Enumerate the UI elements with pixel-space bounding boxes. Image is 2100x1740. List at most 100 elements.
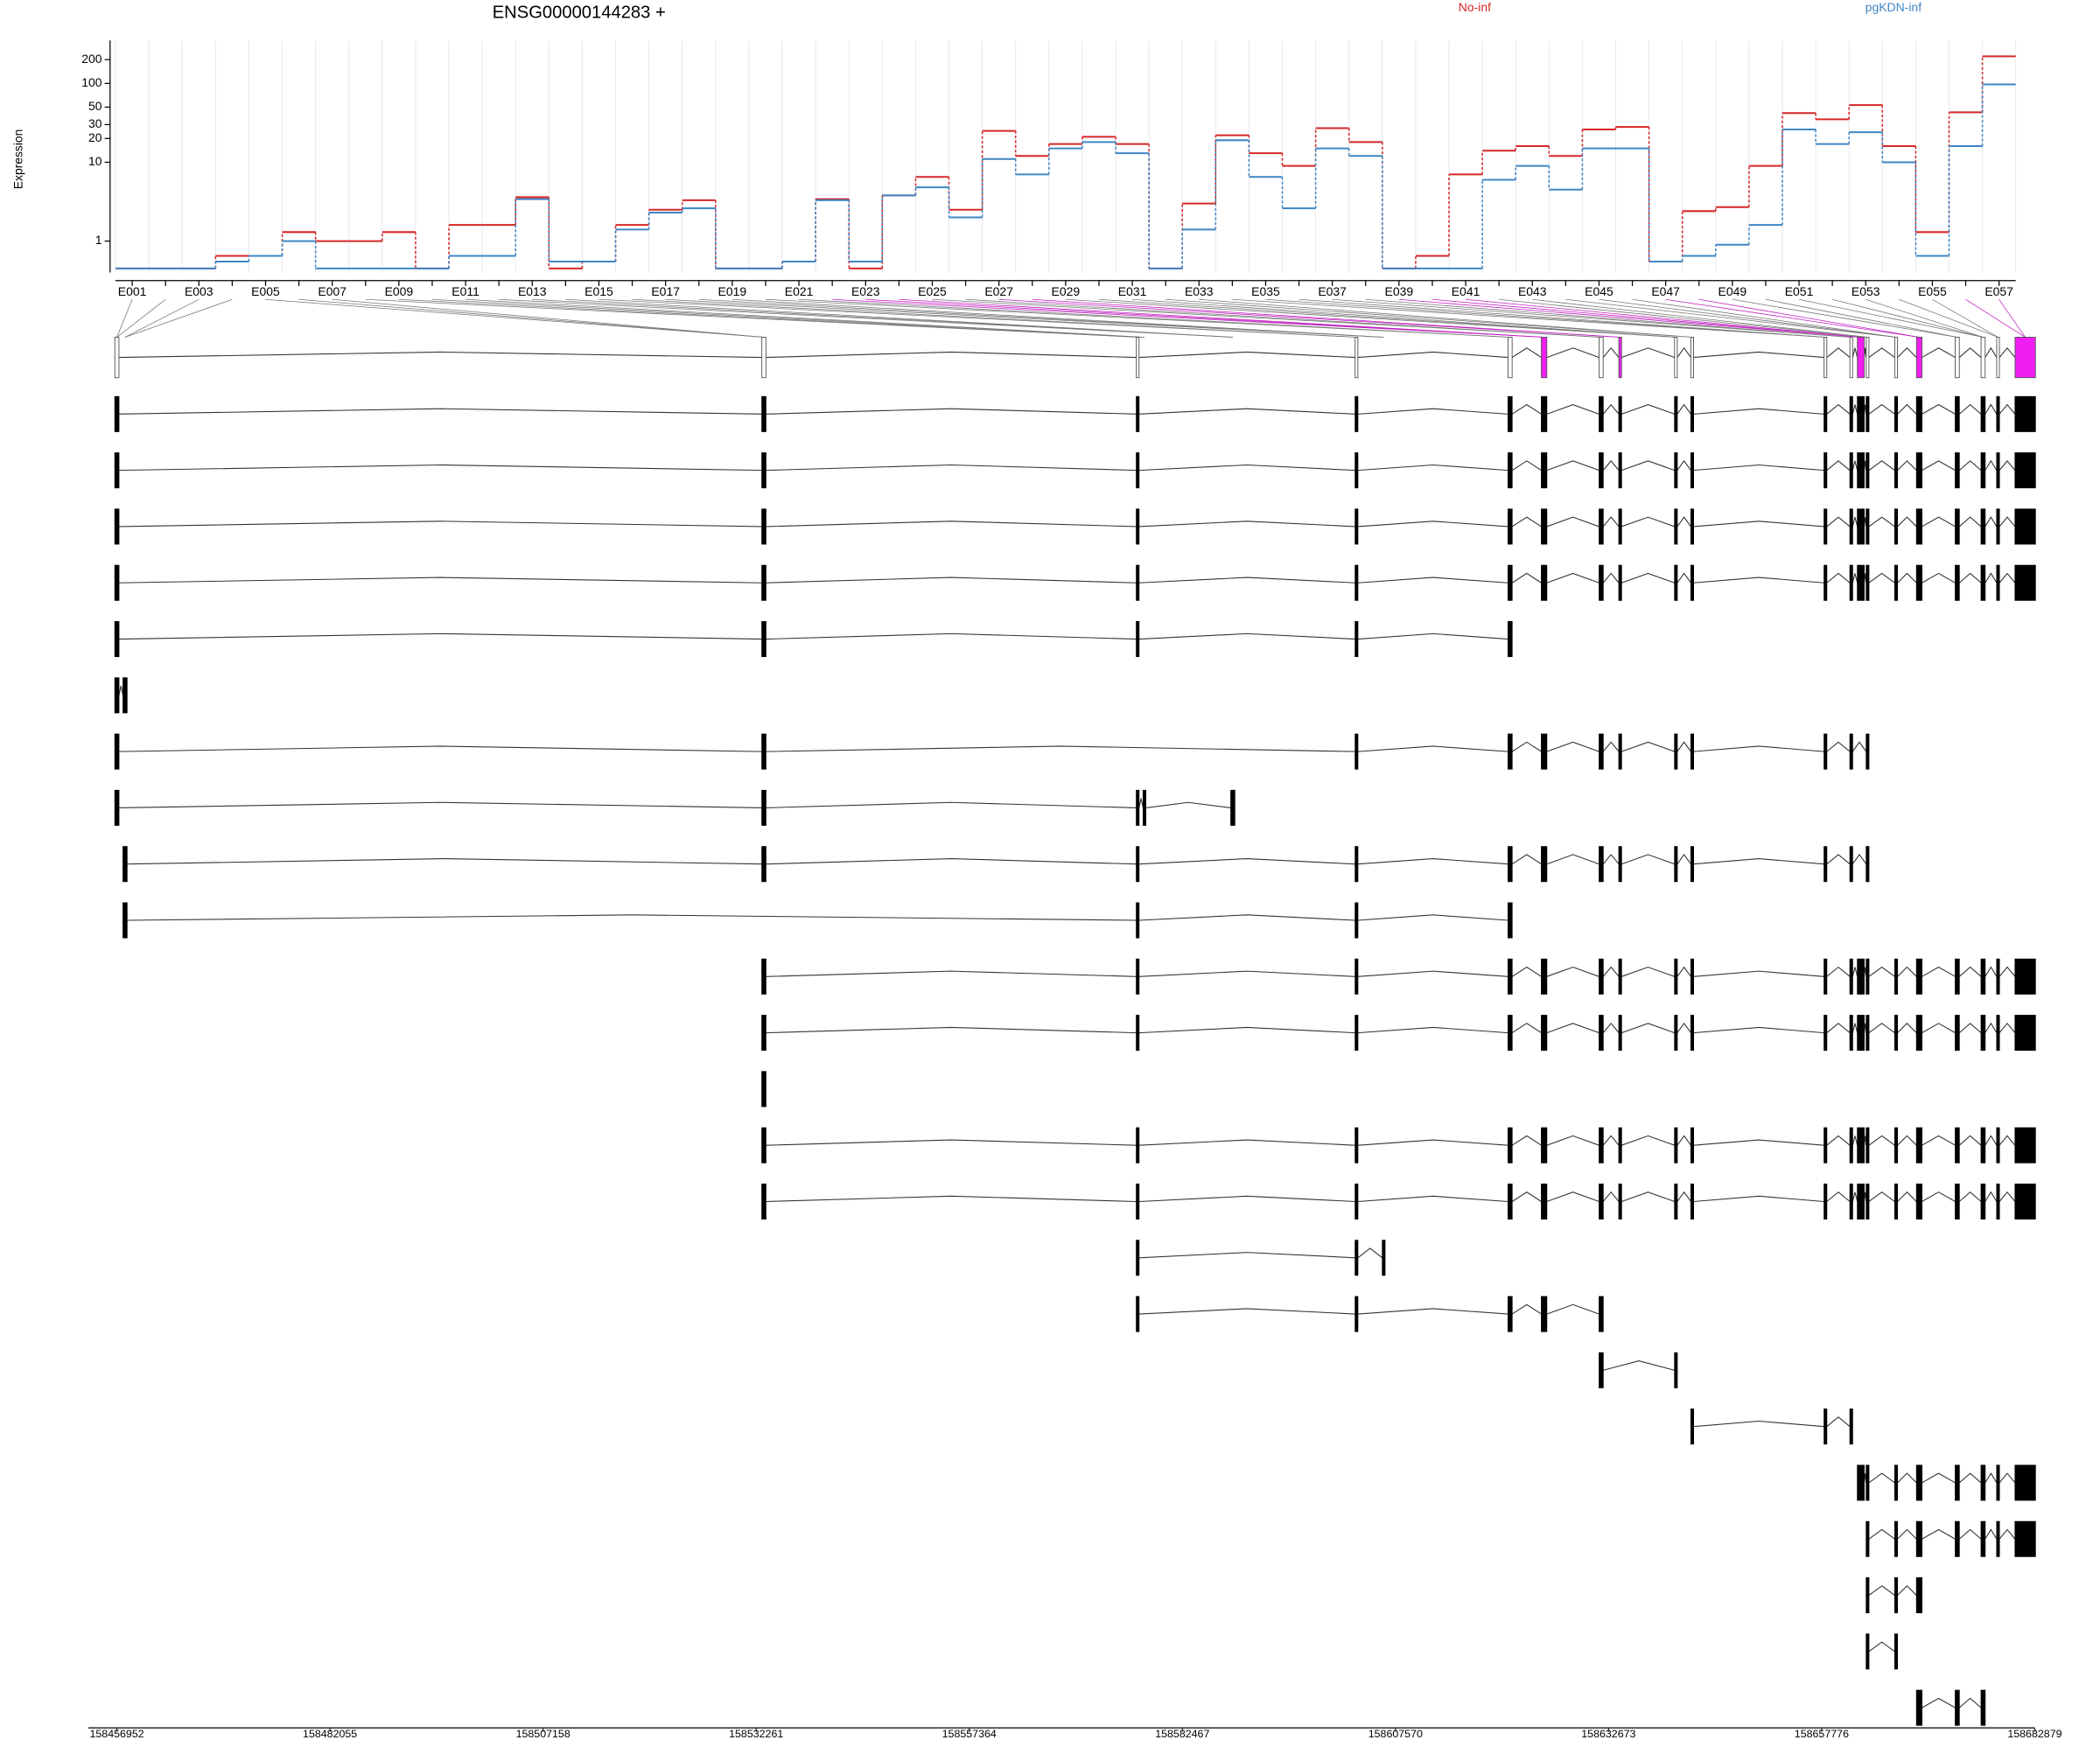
exon-block: [2014, 1183, 2036, 1219]
exon-block: [1866, 1577, 1870, 1614]
intron: [1621, 460, 1675, 472]
exon-block: [1824, 1408, 1828, 1445]
exon-block: [1354, 1183, 1359, 1219]
genomic-tick-label: 158482055: [303, 1728, 357, 1740]
exon-connector: [1732, 298, 1957, 338]
exon-block: [1618, 733, 1622, 770]
intron: [1897, 572, 1917, 583]
exon-block: [1508, 1127, 1513, 1163]
exon-block: [1894, 1127, 1899, 1163]
exon-block: [761, 337, 766, 379]
exon-block: [761, 846, 766, 883]
exon-block: [1354, 958, 1359, 995]
intron: [1546, 403, 1600, 415]
x-tick-label: E003: [185, 284, 214, 298]
intron: [1511, 1191, 1542, 1202]
intron: [1511, 741, 1542, 752]
intron: [1826, 516, 1851, 528]
exon-block: [1915, 1127, 1922, 1163]
intron: [1958, 572, 1982, 583]
x-tick-label: E033: [1185, 284, 1214, 298]
intron: [1546, 572, 1600, 583]
intron: [1693, 1026, 1824, 1034]
intron: [1511, 1023, 1542, 1034]
exon-block: [2014, 1520, 2036, 1557]
exon-block: [1915, 395, 1922, 432]
x-tick-label: E049: [1718, 284, 1747, 298]
exon-connector: [124, 298, 200, 338]
exon-block: [1980, 1520, 1986, 1557]
intron: [1852, 347, 1858, 358]
exon-block: [1915, 508, 1922, 545]
exon-block: [761, 733, 766, 770]
exon-block: [1136, 452, 1140, 489]
intron: [1922, 1697, 1956, 1709]
intron: [1546, 347, 1600, 359]
exon-block: [1866, 1015, 1870, 1052]
x-tick-label: E045: [1585, 284, 1614, 298]
exon-block: [1857, 958, 1865, 995]
exon-block: [1541, 508, 1548, 545]
x-tick-label: E031: [1118, 284, 1147, 298]
intron: [1676, 516, 1691, 528]
exon-block: [1599, 1015, 1604, 1052]
intron: [1958, 516, 1982, 528]
exon-block: [1824, 733, 1828, 770]
intron: [1138, 1195, 1355, 1203]
exon-block: [1866, 1464, 1870, 1501]
exon-block: [1955, 1464, 1960, 1501]
intron: [1676, 966, 1691, 977]
exon-block: [1142, 789, 1146, 826]
exon-block: [1136, 1015, 1140, 1052]
intron: [1897, 1191, 1917, 1202]
intron: [1357, 1247, 1383, 1259]
exon-block: [1136, 1296, 1140, 1332]
x-tick-label: E047: [1651, 284, 1680, 298]
intron: [1897, 347, 1917, 358]
exon-block: [1354, 337, 1359, 379]
exon-block: [1541, 733, 1548, 770]
exon-connector: [899, 298, 1544, 338]
exon-block: [1824, 958, 1828, 995]
exon-block: [1824, 1015, 1828, 1052]
exon-block: [1915, 1520, 1922, 1557]
exon-block: [1849, 846, 1853, 883]
exon-block: [1857, 1464, 1865, 1501]
exon-block: [1541, 452, 1548, 489]
exon-block: [1674, 1127, 1678, 1163]
exon-block: [1690, 452, 1694, 489]
intron: [1546, 966, 1600, 977]
exon-connector: [1398, 298, 1861, 338]
intron: [1922, 1528, 1956, 1540]
intron: [1922, 1023, 1956, 1034]
intron: [1621, 572, 1675, 583]
exon-block: [1354, 733, 1359, 770]
exon-block: [1690, 337, 1694, 379]
intron: [1897, 1585, 1917, 1596]
intron: [118, 632, 762, 640]
intron: [1693, 858, 1824, 865]
intron: [1922, 1135, 1956, 1146]
exon-block: [1136, 621, 1140, 658]
exon-block: [1980, 452, 1986, 489]
exon-connector: [1098, 298, 1676, 338]
intron: [1511, 403, 1542, 415]
exon-connector: [799, 298, 1510, 338]
intron: [1984, 1022, 1998, 1033]
exon-block: [1955, 1183, 1960, 1219]
exon-block: [1599, 452, 1604, 489]
intron: [1868, 572, 1895, 583]
intron: [1511, 966, 1542, 977]
exon-block: [1894, 337, 1899, 379]
intron: [1693, 351, 1824, 359]
intron: [1998, 1135, 2016, 1146]
intron: [1852, 1136, 1858, 1146]
exon-block: [1915, 1464, 1922, 1501]
intron: [1826, 1023, 1851, 1034]
exon-block: [1955, 337, 1960, 379]
exon-block: [1955, 508, 1960, 545]
intron: [766, 577, 1137, 583]
exon-block: [1354, 1127, 1359, 1163]
